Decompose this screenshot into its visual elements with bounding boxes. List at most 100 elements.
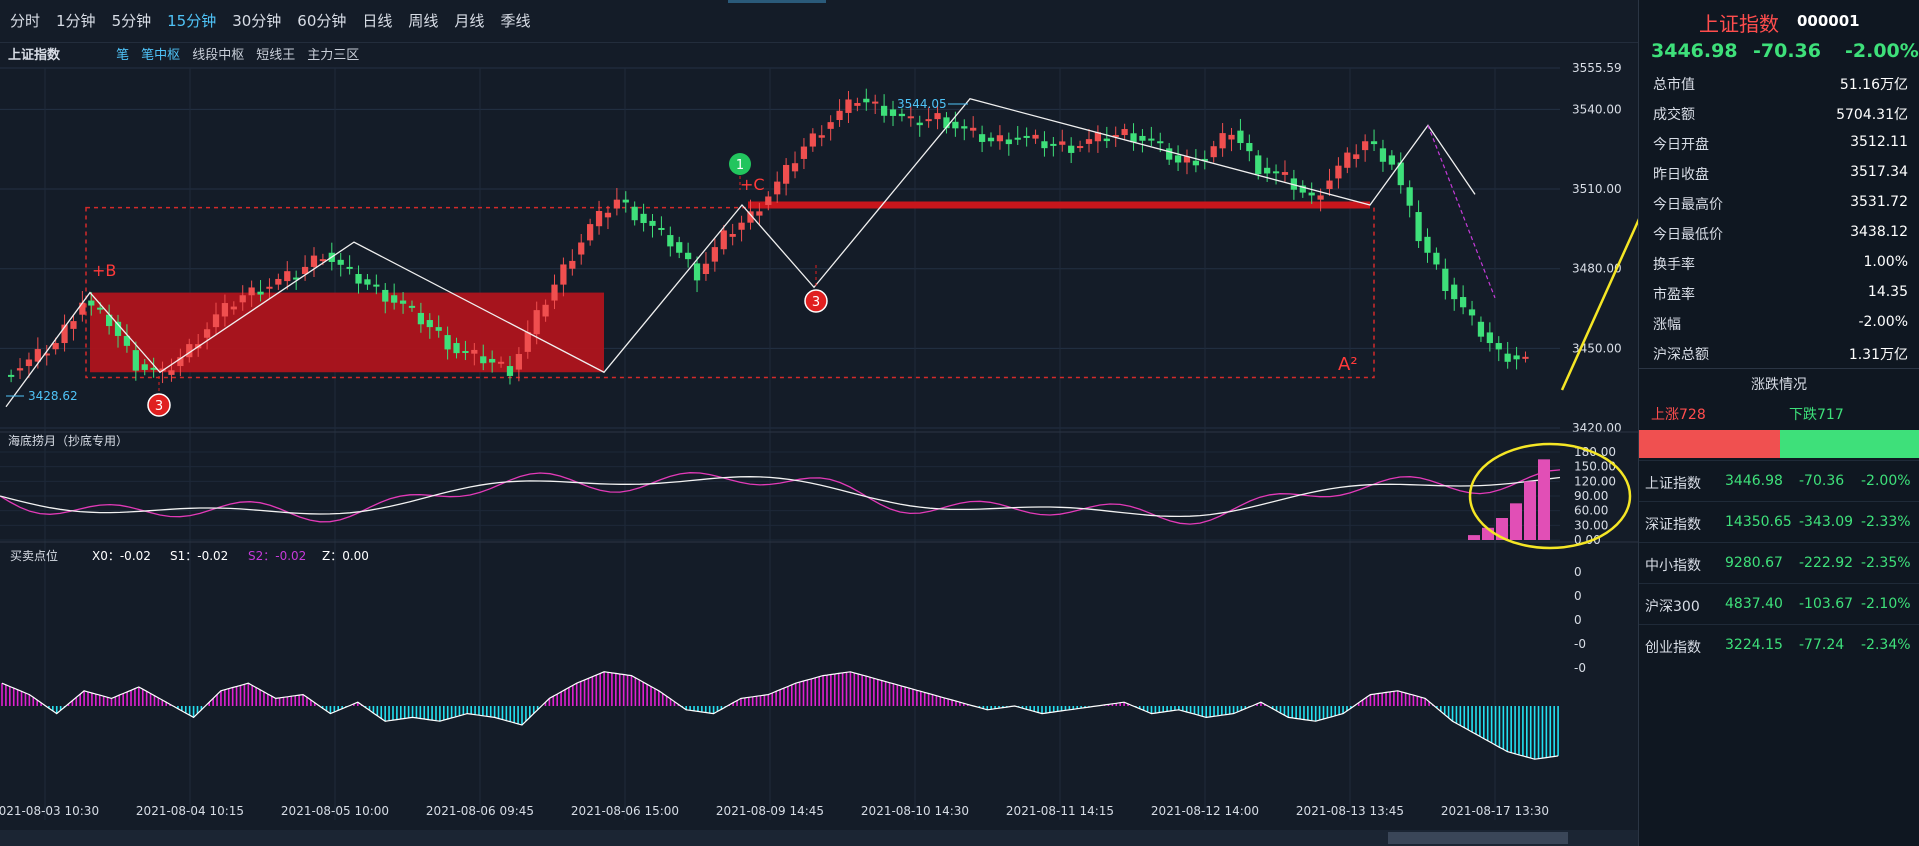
timeframe-tab[interactable]: 日线 [362,12,393,30]
stat-value: 5704.31亿 [1836,107,1908,123]
candle-body [16,368,24,371]
stat-value: -2.00% [1858,314,1908,330]
ind2-s2: S2：-0.02 [248,549,306,563]
stat-label: 今日开盘 [1653,137,1709,153]
x-tick-label: 2021-08-04 10:15 [136,804,244,818]
ind2-s1: S1：-0.02 [170,549,228,563]
tool-toggle[interactable]: 笔中枢 [141,48,181,63]
candle-body [1272,171,1280,174]
tool-toggle[interactable]: 短线王 [256,48,296,63]
index-price: 3224.15 [1725,637,1783,653]
stat-label: 今日最低价 [1653,227,1723,243]
candle-body [631,206,638,221]
candle-body [622,199,629,203]
index-chg: -222.92 [1799,555,1854,571]
candle-body [1415,212,1422,242]
candle-body [435,327,442,331]
timeframe-tab[interactable]: 60分钟 [297,12,347,30]
timeframe-tab[interactable]: 分时 [10,12,41,30]
stat-value: 3517.34 [1850,164,1908,180]
candle-body [800,146,808,159]
candle-body [1050,143,1057,146]
candle-body [658,227,665,230]
index-row[interactable]: 中小指数 9280.67 -222.92 -2.35% [1639,542,1919,584]
highlight-circle [1468,442,1632,550]
candle-body [1183,156,1191,163]
stat-value: 1.31万亿 [1848,347,1908,363]
candle-body [916,122,923,126]
scrollbar-track [0,830,1638,846]
ind1-bar [1538,459,1550,540]
timeframe-tab[interactable]: 15分钟 [167,12,217,30]
candle-body [212,314,220,328]
candle-body [1299,185,1306,193]
y-tick-label: 3480.00 [1572,262,1622,276]
candle-body [1486,332,1493,344]
candle-body [1228,134,1235,140]
tool-toggle[interactable]: 线段中枢 [192,48,245,63]
candle-body [141,364,148,370]
candle-body [925,119,932,122]
stat-label: 今日最高价 [1653,197,1723,213]
candle-body [711,247,718,262]
index-code: 000001 [1797,12,1860,30]
candle-body [676,242,683,253]
candle-body [783,164,790,184]
candle-body [685,252,692,260]
index-row[interactable]: 深证指数 14350.65 -343.09 -2.33% [1639,501,1919,543]
x-tick-label: 2021-08-12 14:00 [1151,804,1259,818]
index-pct: -2.34% [1861,637,1911,653]
candle-body [1504,353,1511,362]
stat-value: 3512.11 [1850,134,1908,150]
timeframe-tab[interactable]: 1分钟 [56,12,96,30]
candle-body [52,343,59,350]
change-pct: -2.00% [1845,40,1919,62]
stat-row: 市盈率 14.35 [1639,278,1919,308]
index-name: 中小指数 [1645,558,1701,574]
candle-body [551,284,558,301]
ind2-tick: 0 [1574,565,1582,579]
ind1-tick: 60.00 [1574,504,1608,518]
candle-body [1005,139,1012,145]
candle-body [1023,135,1030,138]
candle-body [569,260,576,269]
index-row[interactable]: 沪深300 4837.40 -103.67 -2.10% [1639,583,1919,625]
candle-body [1424,236,1431,253]
candle-body [1388,155,1395,165]
candle-body [1317,195,1324,200]
tool-toggle[interactable]: 笔 [116,48,130,63]
chart-area[interactable]: 3555.59 3540.00 3510.00 3480.00 3450.00 3420.… [0,40,1638,846]
candle-body [399,300,407,304]
candle-body [1255,155,1262,175]
candle-body [756,211,763,216]
index-row[interactable]: 上证指数 3446.98 -70.36 -2.00% [1639,460,1919,502]
candle-body [337,259,344,265]
buy-point-3b-text: 3 [812,295,820,310]
candle-body [1201,158,1208,161]
buy-point-3b-icon [804,289,828,313]
x-tick-label: 2021-08-17 13:30 [1441,804,1549,818]
timeframe-tab[interactable]: 5分钟 [111,12,152,30]
candle-body [266,286,273,289]
candle-body [355,274,362,284]
candle-body [1308,192,1315,196]
timeframe-tab[interactable]: 月线 [454,12,485,30]
candle-body [961,126,968,129]
candle-body [934,113,941,120]
timeframe-tab[interactable]: 季线 [500,12,531,30]
timeframe-tab[interactable]: 周线 [408,12,439,30]
candle-body [791,163,799,172]
timeframe-tab[interactable]: 30分钟 [232,12,282,30]
ind2-line [1,671,1559,760]
ind1-bar [1468,535,1480,540]
stat-label: 沪深总额 [1653,347,1709,363]
candle-body [1362,141,1369,151]
tool-toggle[interactable]: 主力三区 [307,48,360,63]
index-row[interactable]: 创业指数 3224.15 -77.24 -2.34% [1639,624,1919,666]
buy-point-1-icon [729,153,751,175]
candle-body [1148,138,1155,141]
stat-row: 涨幅 -2.00% [1639,308,1919,338]
candle-body [738,222,745,230]
candle-body [872,101,879,104]
stat-row: 成交额 5704.31亿 [1639,98,1919,128]
